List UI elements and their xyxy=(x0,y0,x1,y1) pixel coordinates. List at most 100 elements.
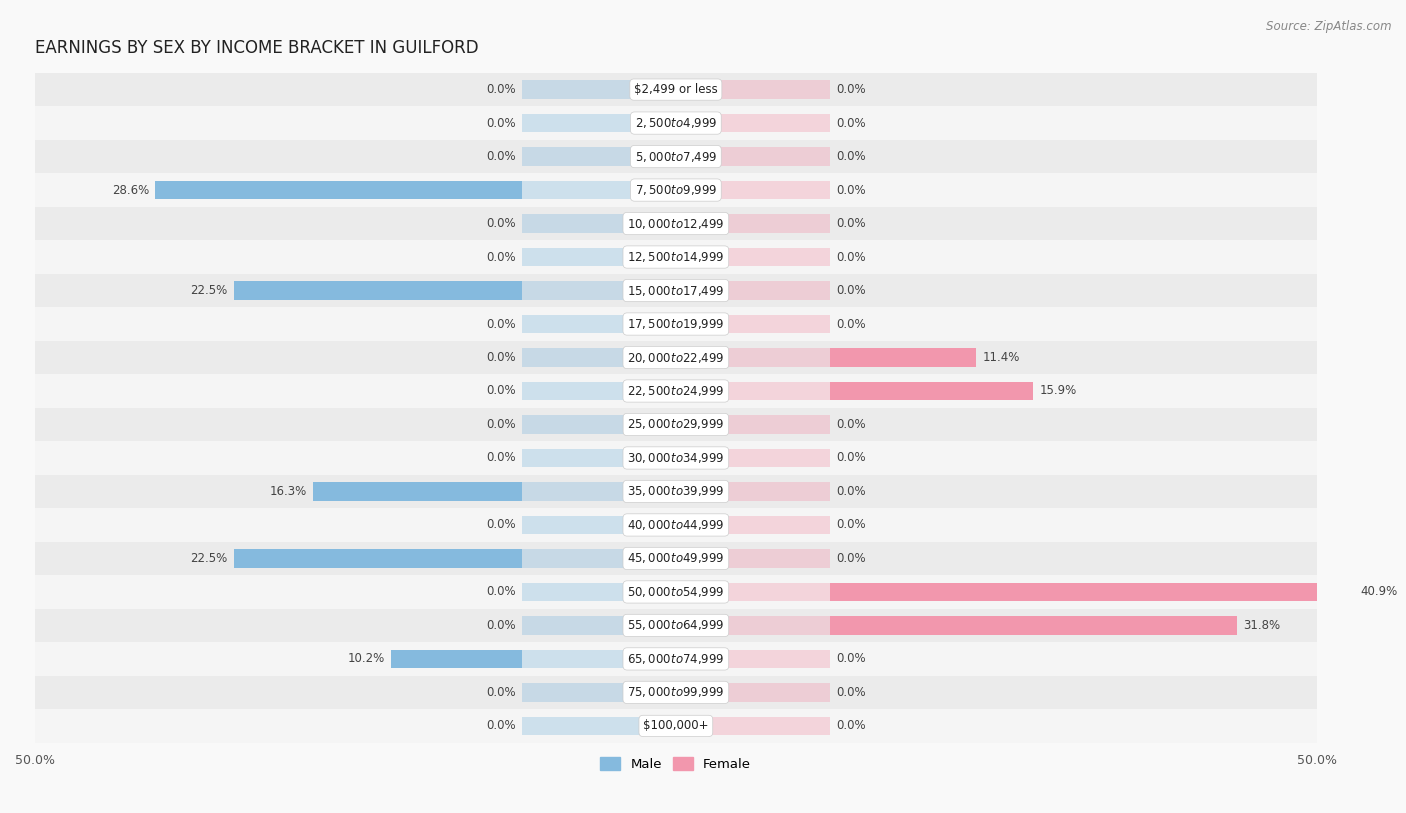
Text: 0.0%: 0.0% xyxy=(486,720,516,733)
Text: 10.2%: 10.2% xyxy=(347,652,385,665)
Bar xyxy=(522,550,676,567)
Bar xyxy=(35,374,1316,408)
Text: $35,000 to $39,999: $35,000 to $39,999 xyxy=(627,485,724,498)
Text: 0.0%: 0.0% xyxy=(486,351,516,364)
Bar xyxy=(830,348,976,367)
Bar xyxy=(676,482,830,501)
Bar xyxy=(35,541,1316,575)
Text: $2,499 or less: $2,499 or less xyxy=(634,83,717,96)
Bar xyxy=(35,307,1316,341)
Bar xyxy=(676,80,830,99)
Bar xyxy=(522,215,676,233)
Text: 22.5%: 22.5% xyxy=(190,284,228,297)
Bar xyxy=(35,107,1316,140)
Bar xyxy=(35,475,1316,508)
Bar xyxy=(522,616,676,635)
Text: 0.0%: 0.0% xyxy=(486,418,516,431)
Text: $55,000 to $64,999: $55,000 to $64,999 xyxy=(627,619,724,633)
Text: 40.9%: 40.9% xyxy=(1360,585,1398,598)
Text: 0.0%: 0.0% xyxy=(486,217,516,230)
Text: 0.0%: 0.0% xyxy=(486,250,516,263)
Text: 0.0%: 0.0% xyxy=(837,217,866,230)
Bar xyxy=(522,147,676,166)
Text: 0.0%: 0.0% xyxy=(837,83,866,96)
Bar xyxy=(676,449,830,467)
Text: 0.0%: 0.0% xyxy=(837,652,866,665)
Bar xyxy=(35,642,1316,676)
Bar xyxy=(35,709,1316,742)
Text: 11.4%: 11.4% xyxy=(983,351,1019,364)
Bar xyxy=(676,348,830,367)
Bar xyxy=(676,415,830,433)
Text: $22,500 to $24,999: $22,500 to $24,999 xyxy=(627,384,724,398)
Bar xyxy=(35,341,1316,374)
Bar xyxy=(676,717,830,735)
Bar xyxy=(35,207,1316,241)
Text: $50,000 to $54,999: $50,000 to $54,999 xyxy=(627,585,724,599)
Bar xyxy=(522,717,676,735)
Bar xyxy=(676,114,830,133)
Bar xyxy=(233,550,522,567)
Bar xyxy=(676,281,830,300)
Text: 0.0%: 0.0% xyxy=(486,686,516,699)
Text: $30,000 to $34,999: $30,000 to $34,999 xyxy=(627,451,724,465)
Text: 0.0%: 0.0% xyxy=(486,385,516,398)
Bar xyxy=(676,583,830,601)
Text: 0.0%: 0.0% xyxy=(837,485,866,498)
Text: 0.0%: 0.0% xyxy=(837,552,866,565)
Text: $7,500 to $9,999: $7,500 to $9,999 xyxy=(634,183,717,197)
Bar xyxy=(830,583,1354,601)
Text: $17,500 to $19,999: $17,500 to $19,999 xyxy=(627,317,724,331)
Bar xyxy=(522,114,676,133)
Bar xyxy=(522,315,676,333)
Text: 0.0%: 0.0% xyxy=(486,150,516,163)
Text: 0.0%: 0.0% xyxy=(837,116,866,129)
Bar xyxy=(35,173,1316,207)
Text: 0.0%: 0.0% xyxy=(486,451,516,464)
Bar xyxy=(35,241,1316,274)
Text: 0.0%: 0.0% xyxy=(486,83,516,96)
Bar xyxy=(830,382,1033,400)
Text: 0.0%: 0.0% xyxy=(837,686,866,699)
Text: $12,500 to $14,999: $12,500 to $14,999 xyxy=(627,250,724,264)
Bar xyxy=(676,180,830,199)
Bar xyxy=(35,609,1316,642)
Bar xyxy=(522,650,676,668)
Bar xyxy=(676,215,830,233)
Bar xyxy=(830,616,1237,635)
Bar xyxy=(35,508,1316,541)
Bar xyxy=(522,449,676,467)
Text: $5,000 to $7,499: $5,000 to $7,499 xyxy=(634,150,717,163)
Bar xyxy=(156,180,522,199)
Text: 0.0%: 0.0% xyxy=(837,184,866,197)
Bar xyxy=(522,80,676,99)
Legend: Male, Female: Male, Female xyxy=(595,751,756,776)
Text: 0.0%: 0.0% xyxy=(837,451,866,464)
Bar xyxy=(522,415,676,433)
Bar xyxy=(35,676,1316,709)
Bar xyxy=(35,408,1316,441)
Bar xyxy=(35,441,1316,475)
Text: 0.0%: 0.0% xyxy=(837,284,866,297)
Bar xyxy=(522,583,676,601)
Bar xyxy=(522,248,676,266)
Text: 0.0%: 0.0% xyxy=(486,619,516,632)
Bar xyxy=(676,515,830,534)
Bar xyxy=(233,281,522,300)
Text: 31.8%: 31.8% xyxy=(1244,619,1281,632)
Text: 0.0%: 0.0% xyxy=(837,318,866,331)
Bar xyxy=(522,281,676,300)
Text: $100,000+: $100,000+ xyxy=(643,720,709,733)
Bar xyxy=(676,382,830,400)
Bar xyxy=(314,482,522,501)
Text: $25,000 to $29,999: $25,000 to $29,999 xyxy=(627,418,724,432)
Text: 28.6%: 28.6% xyxy=(112,184,149,197)
Bar xyxy=(522,382,676,400)
Text: EARNINGS BY SEX BY INCOME BRACKET IN GUILFORD: EARNINGS BY SEX BY INCOME BRACKET IN GUI… xyxy=(35,39,478,58)
Bar xyxy=(676,616,830,635)
Bar xyxy=(676,248,830,266)
Text: 0.0%: 0.0% xyxy=(486,116,516,129)
Text: 0.0%: 0.0% xyxy=(837,150,866,163)
Bar xyxy=(522,515,676,534)
Bar xyxy=(391,650,522,668)
